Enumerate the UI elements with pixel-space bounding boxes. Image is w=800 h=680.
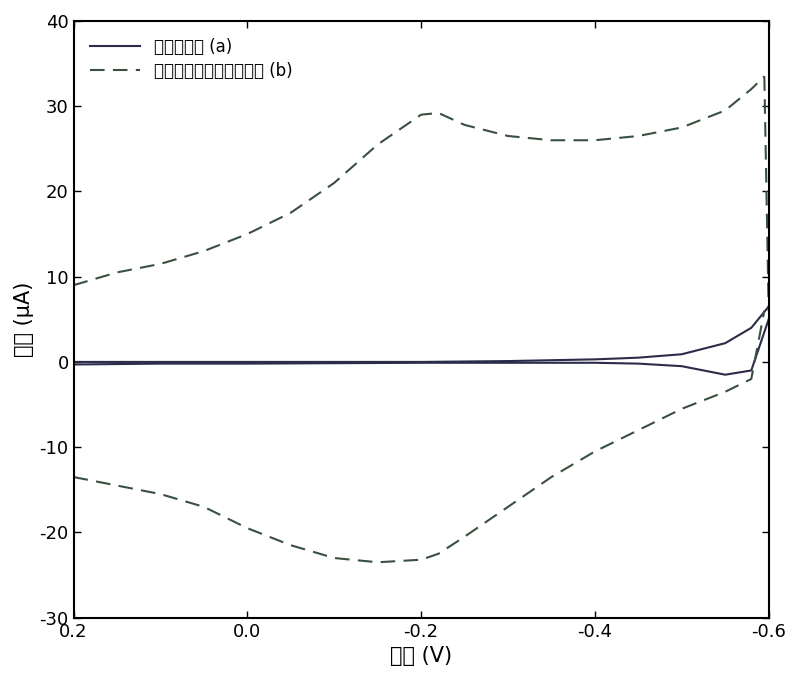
介孔碳酯氨酸酶修饰电极 (b) [286, 209, 295, 217]
裸玻碳电极 (a) [634, 354, 643, 362]
Line: 介孔碳酯氨酸酶修饰电极 (b): 介孔碳酯氨酸酶修饰电极 (b) [74, 76, 764, 285]
裸玻碳电极 (a) [330, 358, 339, 366]
介孔碳酯氨酸酶修饰电极 (b) [69, 281, 78, 289]
裸玻碳电极 (a) [416, 358, 426, 366]
介孔碳酯氨酸酶修饰电极 (b) [590, 136, 600, 144]
裸玻碳电极 (a) [503, 357, 513, 365]
介孔碳酯氨酸酶修饰电极 (b) [460, 121, 470, 129]
介孔碳酯氨酸酶修饰电极 (b) [330, 179, 339, 187]
裸玻碳电极 (a) [242, 358, 252, 366]
介孔碳酯氨酸酶修饰电极 (b) [634, 132, 643, 140]
裸玻碳电极 (a) [764, 303, 774, 311]
介孔碳酯氨酸酶修饰电极 (b) [199, 247, 209, 255]
裸玻碳电极 (a) [156, 358, 166, 366]
Legend: 裸玻碳电极 (a), 介孔碳酯氨酸酶修饰电极 (b): 裸玻碳电极 (a), 介孔碳酯氨酸酶修饰电极 (b) [82, 29, 301, 88]
Y-axis label: 电流 (μA): 电流 (μA) [14, 282, 34, 357]
介孔碳酯氨酸酶修饰电极 (b) [746, 85, 756, 93]
介孔碳酯氨酸酶修饰电极 (b) [721, 106, 730, 114]
介孔碳酯氨酸酶修饰电极 (b) [416, 111, 426, 119]
介孔碳酯氨酸酶修饰电极 (b) [112, 269, 122, 277]
裸玻碳电极 (a) [590, 355, 600, 363]
介孔碳酯氨酸酶修饰电极 (b) [373, 141, 382, 149]
裸玻碳电极 (a) [721, 339, 730, 347]
Line: 裸玻碳电极 (a): 裸玻碳电极 (a) [74, 307, 769, 362]
介孔碳酯氨酸酶修饰电极 (b) [759, 72, 769, 80]
介孔碳酯氨酸酶修饰电极 (b) [242, 230, 252, 238]
裸玻碳电极 (a) [69, 358, 78, 366]
X-axis label: 电势 (V): 电势 (V) [390, 646, 452, 666]
介孔碳酯氨酸酶修饰电极 (b) [434, 109, 443, 117]
介孔碳酯氨酸酶修饰电极 (b) [677, 123, 686, 131]
介孔碳酯氨酸酶修饰电极 (b) [503, 132, 513, 140]
介孔碳酯氨酸酶修饰电极 (b) [156, 260, 166, 268]
介孔碳酯氨酸酶修饰电极 (b) [546, 136, 556, 144]
裸玻碳电极 (a) [746, 324, 756, 332]
裸玻碳电极 (a) [677, 350, 686, 358]
